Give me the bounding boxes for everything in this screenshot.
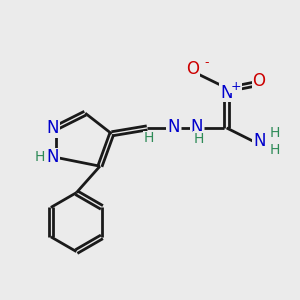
Text: H: H — [270, 126, 280, 140]
Text: H: H — [143, 131, 154, 145]
Text: O: O — [186, 60, 199, 78]
Text: H: H — [194, 132, 204, 146]
Text: N: N — [46, 119, 59, 137]
Text: N: N — [191, 118, 203, 136]
Text: N: N — [167, 118, 180, 136]
Text: H: H — [270, 143, 280, 157]
Text: N: N — [46, 148, 59, 166]
Text: N: N — [253, 132, 266, 150]
Text: N: N — [220, 84, 233, 102]
Text: H: H — [34, 150, 45, 164]
Text: -: - — [204, 56, 209, 69]
Text: +: + — [231, 80, 241, 93]
Text: O: O — [252, 72, 266, 90]
